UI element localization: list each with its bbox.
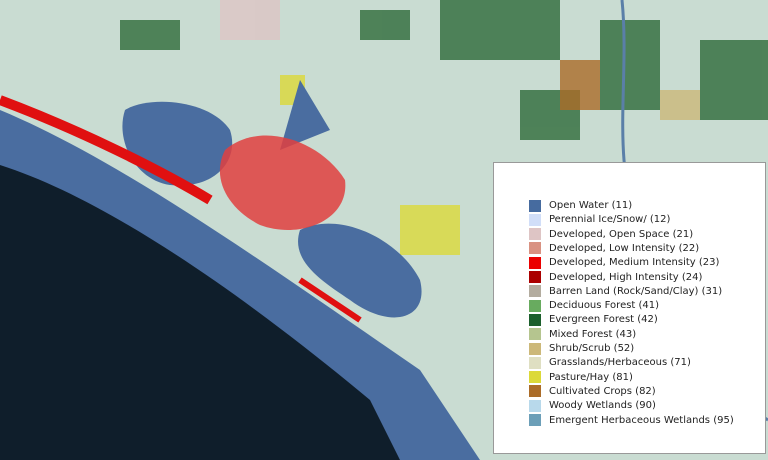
legend-swatch <box>529 213 541 226</box>
legend-swatch <box>529 299 541 312</box>
legend-item: Cultivated Crops (82) <box>529 385 656 398</box>
legend-item: Shrub/Scrub (52) <box>529 342 634 355</box>
other-patches <box>220 0 700 255</box>
legend-swatch <box>529 414 541 426</box>
legend-swatch <box>529 285 541 298</box>
legend-item: Evergreen Forest (42) <box>529 313 658 326</box>
legend-swatch <box>529 199 541 212</box>
legend-item: Developed, High Intensity (24) <box>529 271 702 284</box>
legend-item: Woody Wetlands (90) <box>529 399 656 412</box>
legend-label: Developed, Medium Intensity (23) <box>549 257 720 269</box>
legend-swatch <box>529 371 541 384</box>
legend-swatch <box>529 385 541 398</box>
legend-item: Pasture/Hay (81) <box>529 371 633 384</box>
legend-label: Developed, Open Space (21) <box>549 228 694 240</box>
legend-swatch <box>529 242 541 255</box>
legend-label: Cultivated Crops (82) <box>549 385 656 397</box>
legend-label: Deciduous Forest (41) <box>549 300 660 312</box>
legend-label: Mixed Forest (43) <box>549 328 637 340</box>
legend-label: Shrub/Scrub (52) <box>549 343 635 354</box>
legend-label: Emergent Herbaceous Wetlands (95) <box>549 414 734 426</box>
legend-item: Developed, Medium Intensity (23) <box>529 256 719 269</box>
legend-label: Open Water (11) <box>549 200 633 211</box>
legend: Open Water (11) Perennial Ice/Snow/ (12) D… <box>493 162 766 454</box>
legend-item: Barren Land (Rock/Sand/Clay) (31) <box>529 285 722 298</box>
developed-strip <box>298 277 362 323</box>
legend-swatch <box>529 313 541 326</box>
legend-item: Open Water (11) <box>529 199 632 212</box>
deep-ocean <box>0 165 400 460</box>
legend-swatch <box>529 228 541 241</box>
legend-label: Pasture/Hay (81) <box>549 371 633 383</box>
bay <box>298 223 422 318</box>
legend-swatch <box>529 271 541 283</box>
legend-swatch <box>529 356 541 369</box>
legend-item: Perennial Ice/Snow/ (12) <box>529 213 670 226</box>
developed-coast <box>0 95 213 205</box>
legend-label: Woody Wetlands (90) <box>549 400 656 412</box>
legend-label: Grasslands/Herbaceous (71) <box>549 357 691 369</box>
legend-swatch <box>529 256 541 269</box>
legend-label: Barren Land (Rock/Sand/Clay) (31) <box>549 285 723 297</box>
legend-item: Mixed Forest (43) <box>529 328 636 341</box>
legend-item: Developed, Low Intensity (22) <box>529 242 699 255</box>
legend-label: Perennial Ice/Snow/ (12) <box>549 214 671 226</box>
legend-label: Evergreen Forest (42) <box>549 314 658 326</box>
forest-patches <box>120 0 768 140</box>
developed-city <box>219 135 346 230</box>
legend-item: Deciduous Forest (41) <box>529 299 659 312</box>
legend-swatch <box>529 399 541 412</box>
legend-swatch <box>529 328 541 341</box>
legend-swatch <box>529 342 541 355</box>
legend-item: Grasslands/Herbaceous (71) <box>529 356 691 369</box>
legend-label: Developed, High Intensity (24) <box>549 271 703 283</box>
bay <box>280 80 330 150</box>
legend-item: Emergent Herbaceous Wetlands (95) <box>529 414 734 427</box>
legend-item: Developed, Open Space (21) <box>529 228 693 241</box>
legend-label: Developed, Low Intensity (22) <box>549 242 700 254</box>
